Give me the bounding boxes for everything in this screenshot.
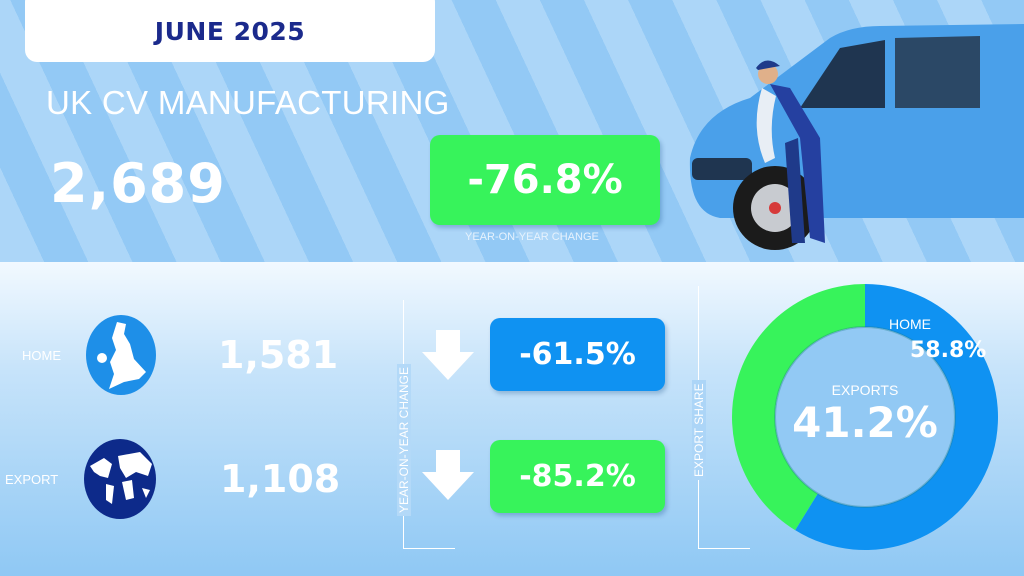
home-value: 1,581 (218, 333, 339, 377)
globe-icon (84, 439, 156, 519)
yoy-axis-label: YEAR-ON-YEAR CHANGE (397, 363, 411, 516)
date-badge: JUNE 2025 (25, 0, 435, 62)
uk-map-icon (86, 315, 156, 395)
exports-share-label: EXPORTS (831, 382, 899, 398)
home-yoy-value: -61.5% (519, 337, 636, 372)
export-yoy-value: -85.2% (519, 459, 636, 494)
home-share-value: 58.8% (910, 338, 987, 363)
home-yoy-badge: -61.5% (490, 318, 665, 391)
export-share-donut: HOME 58.8% EXPORTS 41.2% (720, 272, 1010, 562)
donut-hole (774, 326, 956, 508)
total-yoy-value: -76.8% (467, 157, 623, 203)
donut-slice-home (795, 284, 998, 550)
down-arrow-icon (422, 330, 474, 380)
share-axis-base (698, 548, 750, 549)
exports-share-value: 41.2% (792, 398, 938, 447)
date-label: JUNE 2025 (154, 16, 306, 46)
export-label: EXPORT (5, 472, 59, 487)
page-title: UK CV MANUFACTURING (46, 84, 450, 121)
export-yoy-badge: -85.2% (490, 440, 665, 513)
home-label: HOME (22, 348, 61, 363)
home-share-label: HOME (889, 316, 931, 332)
yoy-axis-base (403, 548, 455, 549)
export-value: 1,108 (220, 457, 341, 501)
yoy-caption: YEAR-ON-YEAR CHANGE (465, 231, 599, 243)
down-arrow-icon (422, 450, 474, 500)
total-yoy-badge: -76.8% (430, 135, 660, 225)
donut-svg (732, 284, 998, 550)
share-axis-label: EXPORT SHARE (692, 380, 706, 480)
header-banner: JUNE 2025 UK CV MANUFACTURING 2,689 -76.… (0, 0, 1024, 262)
donut-slice-exports (732, 284, 865, 531)
total-units: 2,689 (50, 152, 226, 215)
van-mechanic-illustration (689, 24, 1024, 250)
